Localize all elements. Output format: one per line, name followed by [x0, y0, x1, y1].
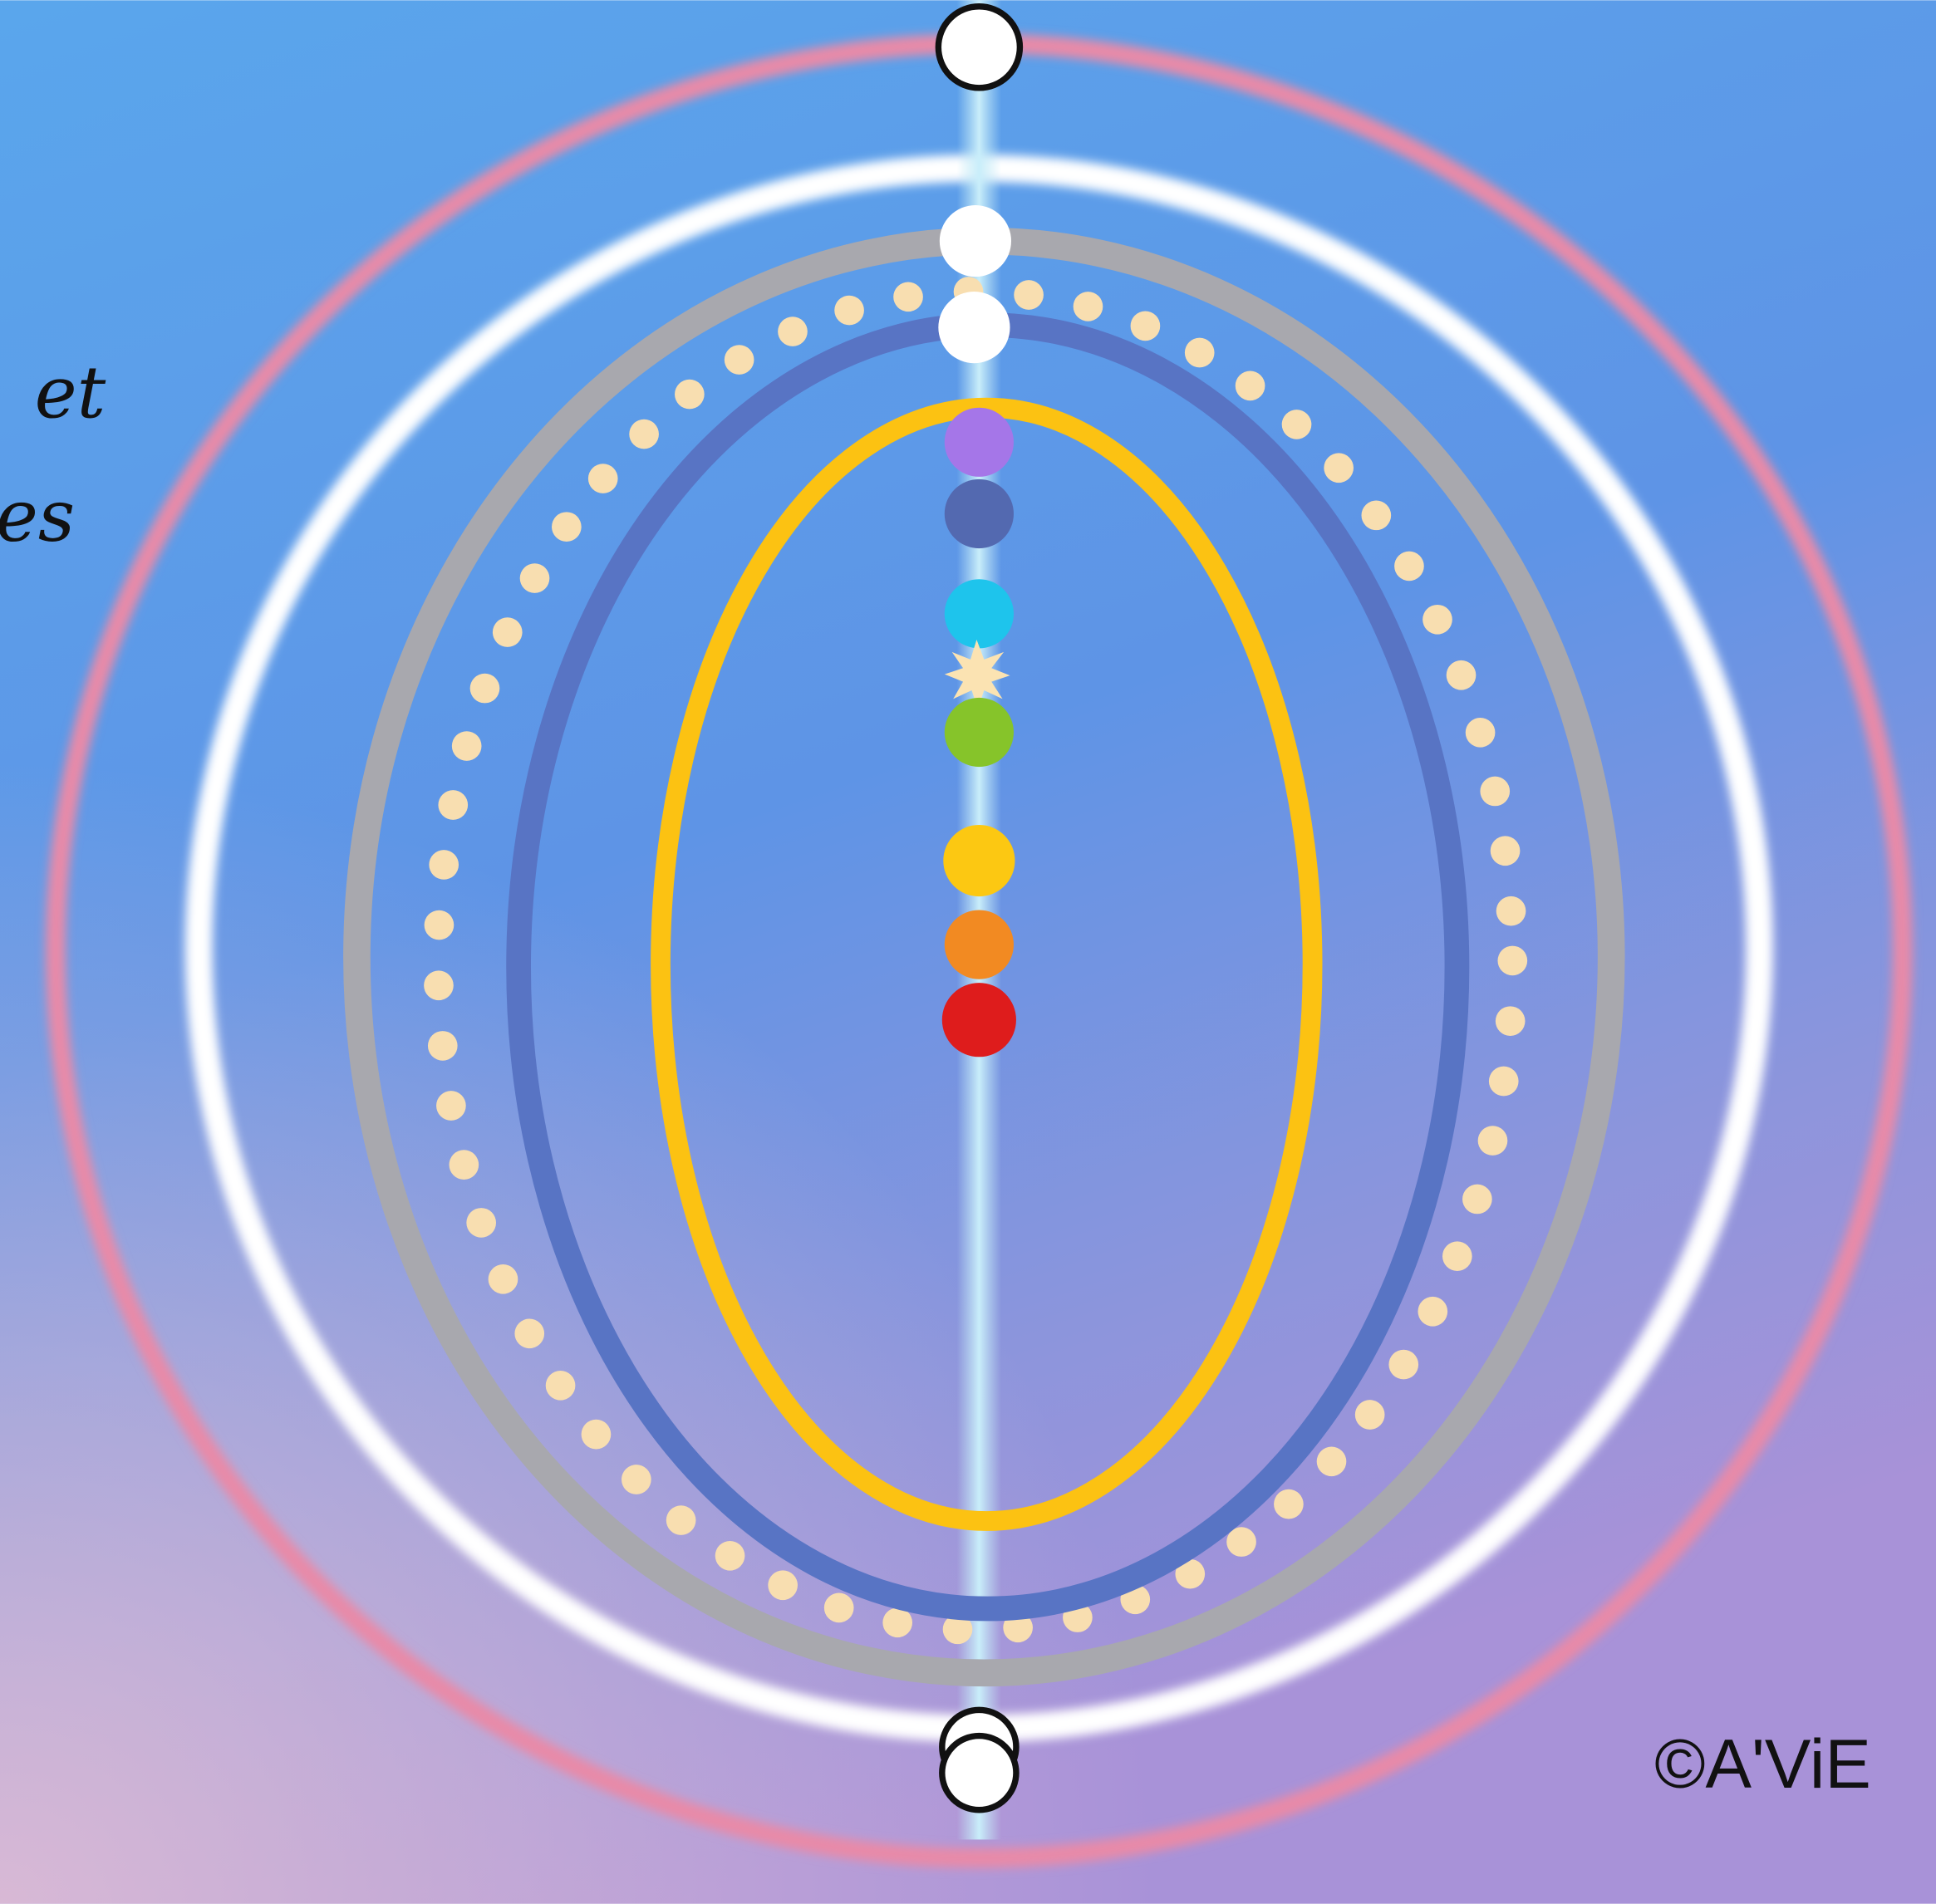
- heart-star: [944, 640, 1010, 709]
- top-node: [935, 3, 1024, 91]
- chakra-orange: [944, 910, 1014, 979]
- chakra-violet: [944, 407, 1014, 477]
- chakra-indigo: [944, 478, 1014, 549]
- chakra-blue: [944, 579, 1014, 649]
- caption-text: et: [35, 352, 106, 435]
- white-point: [939, 204, 1012, 277]
- chakra-red: [941, 983, 1016, 1058]
- bottom-node: [939, 1732, 1020, 1813]
- white-point: [938, 292, 1010, 364]
- yellow-ring: [651, 397, 1323, 1531]
- chakra-green: [944, 697, 1014, 768]
- caption-text: les: [0, 475, 75, 558]
- copyright: ©A'ViE: [1654, 1725, 1871, 1803]
- chakra-yellow: [943, 824, 1015, 897]
- dotted-ring: [423, 277, 1528, 1645]
